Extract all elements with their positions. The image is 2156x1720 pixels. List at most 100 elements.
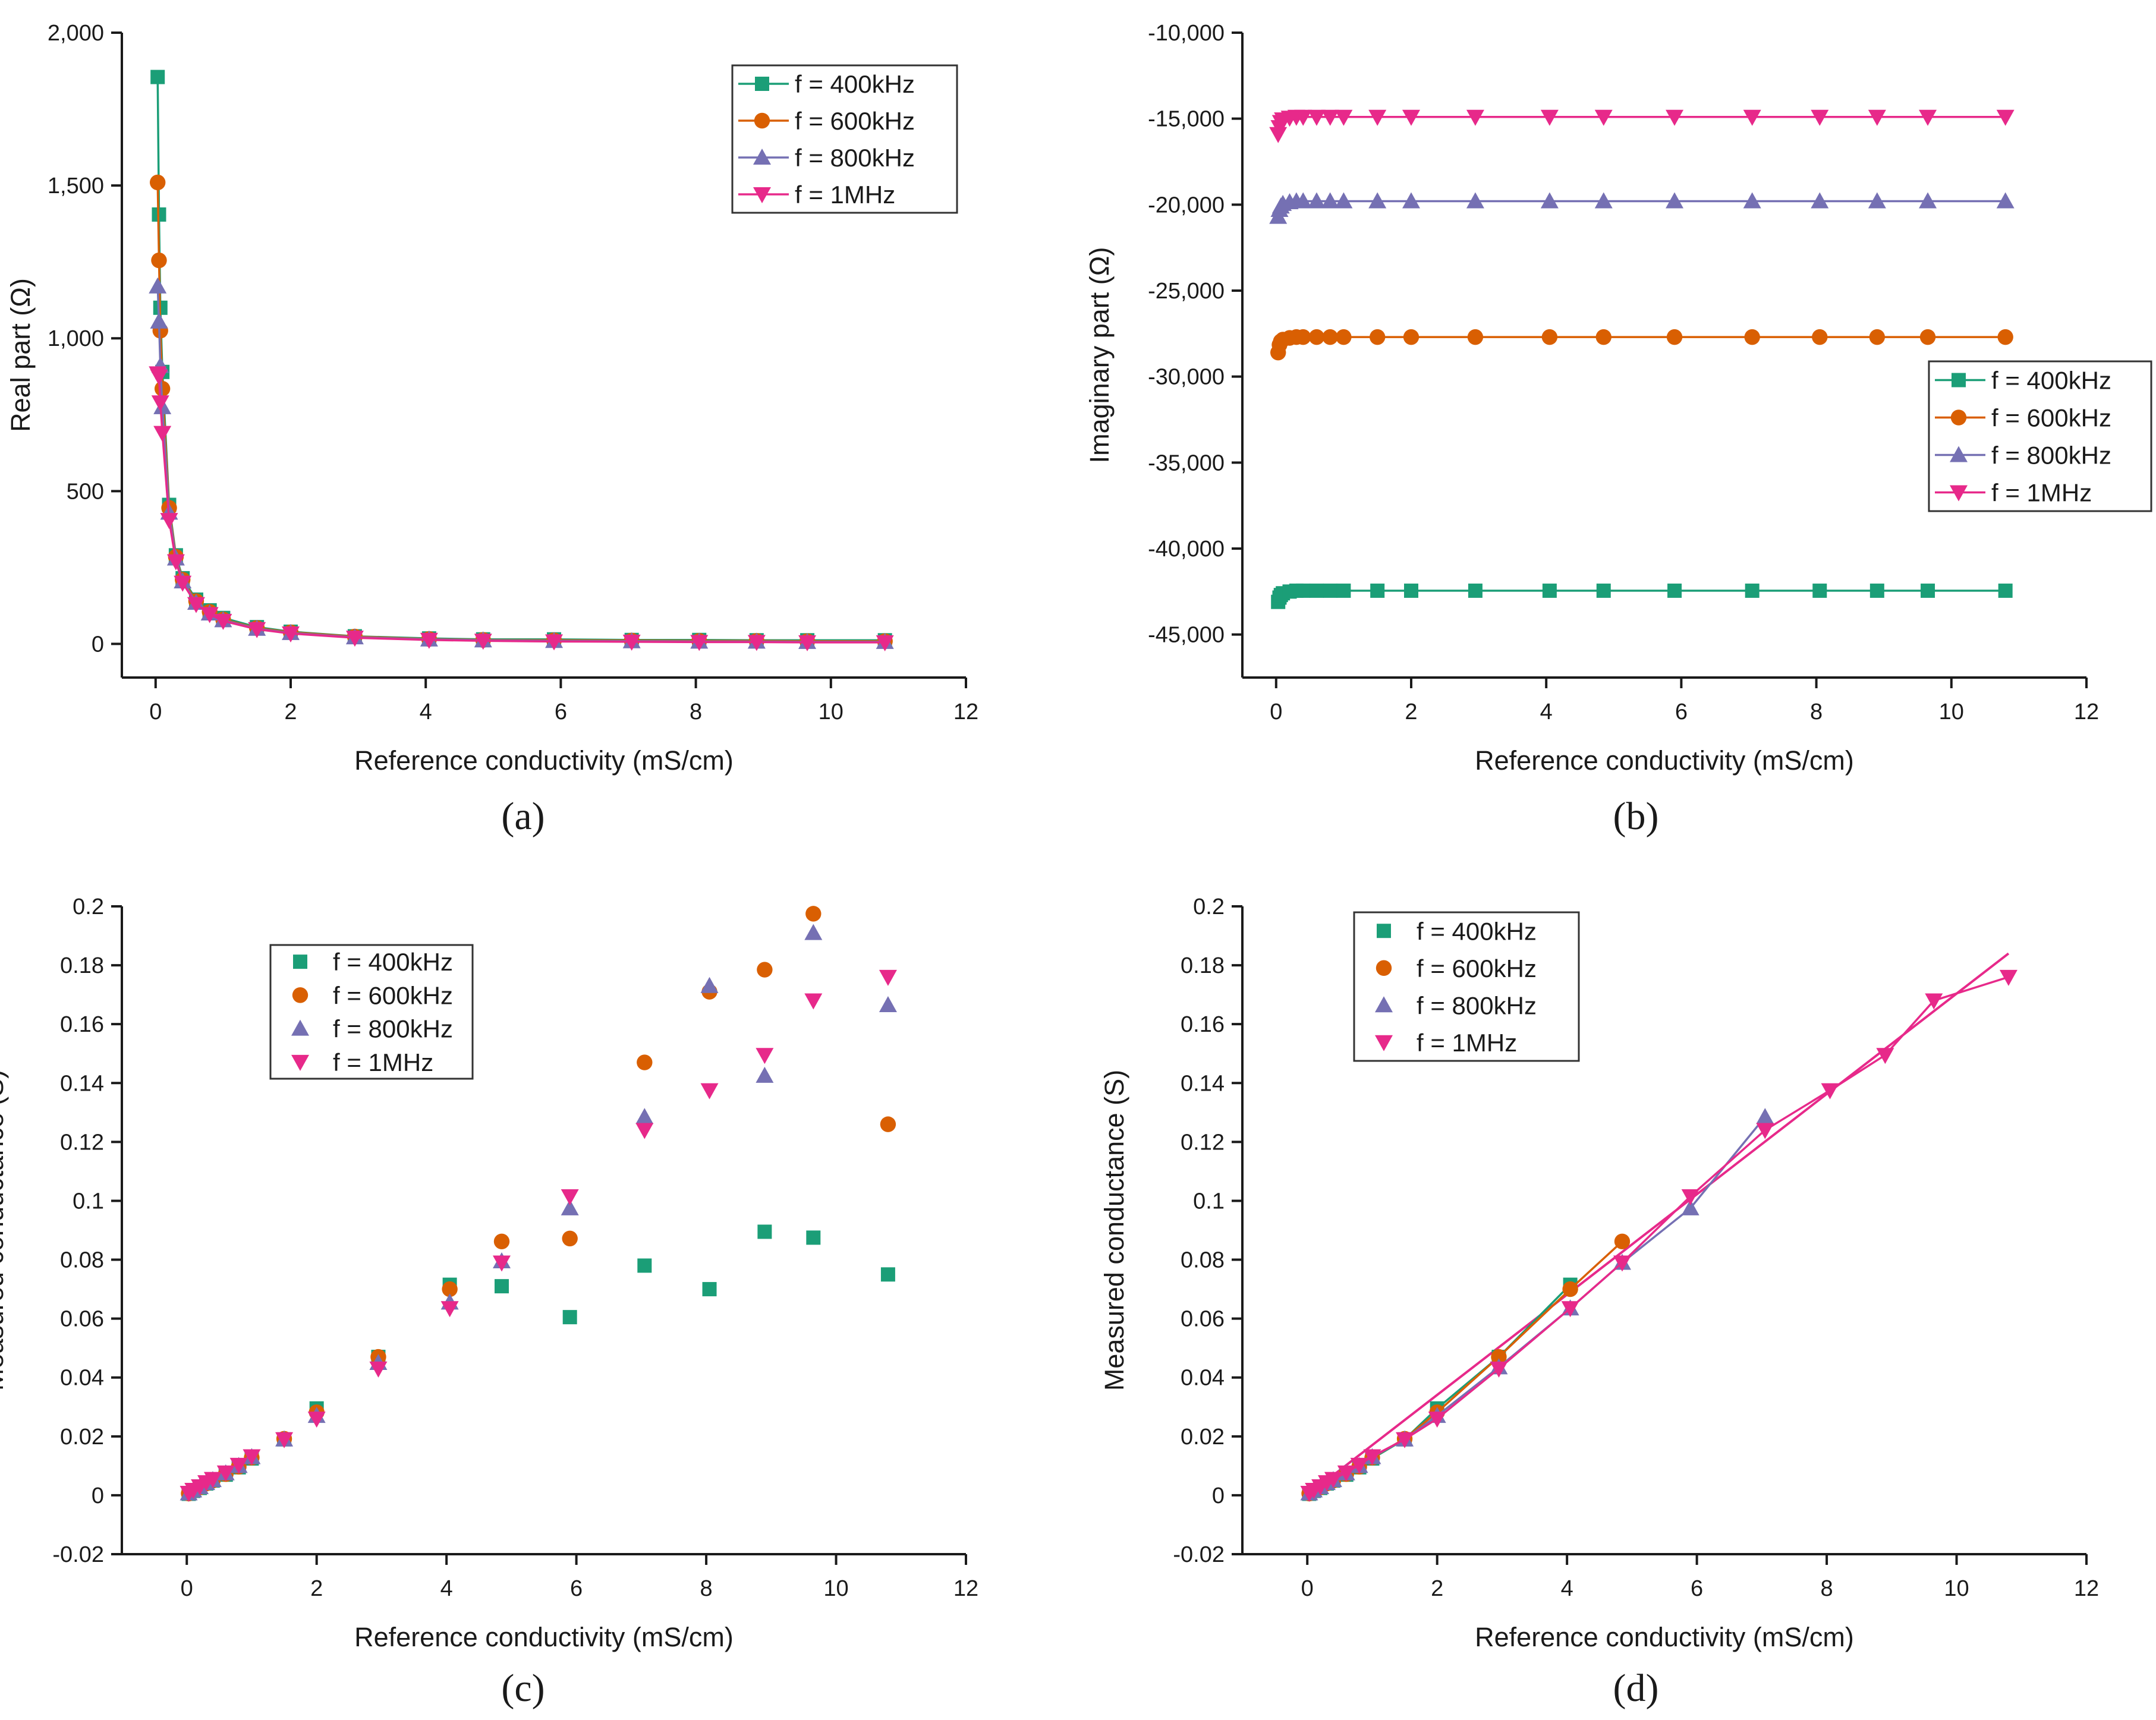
data-point [1869, 329, 1886, 345]
legend-label: f = 800kHz [1991, 442, 2111, 470]
data-point [1404, 583, 1418, 598]
data-point [879, 969, 897, 986]
y-tick-label: 0 [1212, 1483, 1225, 1508]
legend: f = 400kHz f = 600kHz f = 800kHz f = 1MHz [731, 64, 958, 214]
y-tick-label: -35,000 [1148, 451, 1225, 475]
data-point [1681, 1199, 1699, 1215]
legend-swatch-marker [754, 112, 770, 129]
y-tick-label: 0.18 [60, 953, 104, 978]
data-point [1370, 329, 1386, 345]
x-tick-label: 8 [1821, 1576, 1833, 1601]
y-tick-label: -45,000 [1148, 623, 1225, 648]
data-point [1666, 192, 1684, 209]
panel-caption: (b) [1613, 795, 1659, 838]
data-point [150, 174, 166, 191]
y-tick-label: 0.14 [1181, 1071, 1225, 1096]
y-tick-label: 0 [92, 632, 104, 657]
data-point [1336, 329, 1352, 345]
legend-swatch-marker [753, 149, 771, 165]
data-point [747, 635, 766, 651]
data-point [1269, 127, 1288, 143]
data-point [160, 513, 178, 530]
series-line [1277, 200, 2006, 217]
series-line [1277, 336, 2006, 353]
legend-label: f = 800kHz [795, 144, 915, 172]
data-point [1403, 329, 1420, 345]
data-point [1594, 192, 1613, 209]
data-point [1396, 1432, 1414, 1448]
data-point [1562, 1281, 1578, 1297]
x-tick-label: 2 [284, 700, 297, 724]
x-axis-label: Reference conductivity (mS/cm) [354, 1622, 734, 1652]
x-tick-label: 8 [700, 1576, 713, 1601]
legend-swatch-marker [293, 954, 307, 969]
x-tick-label: 0 [149, 700, 162, 724]
y-tick-label: 0.1 [73, 1189, 104, 1214]
x-tick-label: 6 [1675, 700, 1688, 724]
x-tick-label: 10 [819, 700, 843, 724]
data-point [1307, 109, 1326, 126]
data-point [1370, 583, 1385, 598]
data-point [1667, 583, 1682, 598]
data-point [1350, 1457, 1368, 1474]
legend-swatch-marker [1376, 960, 1392, 976]
y-tick-label: 0.12 [1181, 1130, 1225, 1155]
data-point [804, 993, 823, 1010]
y-tick-label: -0.02 [52, 1542, 104, 1567]
data-point [1468, 583, 1483, 598]
data-point [635, 1108, 654, 1124]
data-point [1368, 192, 1387, 209]
data-point [805, 906, 822, 922]
data-point [622, 634, 641, 651]
y-axis-label: Measured conductance (S) [0, 1070, 9, 1391]
chart-panel-a: 0 2 4 6 8 10 12 0 500 1,000 1,500 2,000 Reference co… [5, 21, 978, 838]
data-point [1919, 192, 1937, 209]
y-tick-label: 0.08 [60, 1248, 104, 1273]
legend-label: f = 400kHz [795, 70, 915, 98]
data-point [1322, 329, 1338, 345]
series-line [1277, 590, 2006, 603]
data-point [307, 1412, 326, 1428]
y-tick-label: 0.14 [60, 1071, 104, 1096]
legend-label: f = 1MHz [795, 181, 895, 209]
legend: f = 400kHz f = 600kHz f = 800kHz f = 1MHz [1928, 360, 2152, 512]
y-tick-label: 0.02 [60, 1425, 104, 1450]
x-tick-label: 6 [570, 1576, 583, 1601]
data-point [1307, 192, 1326, 209]
data-point [369, 1361, 388, 1378]
legend-swatch-marker [755, 77, 769, 91]
data-point [1402, 192, 1420, 209]
y-tick-label: -20,000 [1148, 193, 1225, 218]
data-point [1756, 1108, 1774, 1124]
data-point [1998, 583, 2013, 598]
x-tick-label: 12 [953, 700, 978, 724]
data-point [493, 1233, 510, 1250]
x-tick-label: 8 [690, 700, 702, 724]
series-line [1277, 116, 2006, 135]
y-tick-label: -10,000 [1148, 21, 1225, 46]
y-tick-label: -0.02 [1173, 1542, 1225, 1567]
data-point [702, 1282, 717, 1297]
data-point [1363, 1449, 1381, 1466]
data-point [149, 277, 167, 294]
data-point [216, 1465, 235, 1482]
legend-swatch-marker [1950, 409, 1967, 426]
data-point [798, 635, 817, 651]
data-point [214, 613, 232, 630]
data-point [1811, 192, 1829, 209]
legend: f = 400kHz f = 600kHz f = 800kHz f = 1MHz [269, 944, 474, 1080]
data-point [756, 1048, 774, 1064]
data-point [1308, 329, 1325, 345]
series-1 [1271, 583, 2013, 609]
legend-label: f = 800kHz [1417, 991, 1537, 1019]
data-point [493, 1255, 511, 1272]
panel-caption: (a) [501, 795, 544, 838]
data-point [1368, 109, 1387, 126]
data-point [1681, 1189, 1699, 1206]
data-point [561, 1189, 579, 1206]
y-tick-label: -15,000 [1148, 107, 1225, 132]
data-point [1294, 109, 1313, 126]
x-tick-label: 0 [1270, 700, 1282, 724]
data-point [700, 976, 719, 993]
